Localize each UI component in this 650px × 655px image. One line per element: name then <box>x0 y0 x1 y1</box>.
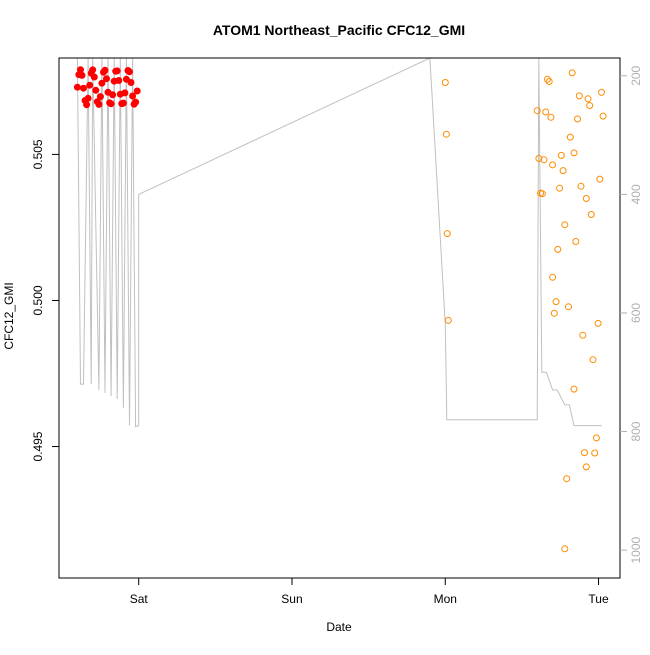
data-point <box>98 79 106 87</box>
data-point <box>559 167 567 175</box>
data-point <box>581 449 588 457</box>
y-axis-label: CFC12_GMI <box>2 282 16 349</box>
data-point <box>73 83 81 91</box>
x-axis-label: Date <box>326 620 352 634</box>
data-point <box>113 67 121 75</box>
data-point <box>89 66 97 74</box>
data-point <box>577 182 585 190</box>
y-tick-label: 0.495 <box>31 431 45 461</box>
data-point <box>84 94 92 102</box>
data-point <box>552 298 560 306</box>
data-point <box>115 77 123 84</box>
data-point <box>579 331 587 339</box>
plot-layer: Sat Sun Mon Tue 0.495 0.500 0.505 200 400 600 800 1… <box>31 57 643 606</box>
data-point <box>86 81 94 89</box>
data-point <box>80 84 87 92</box>
data-point <box>575 92 583 100</box>
data-point <box>570 385 578 393</box>
data-point <box>550 309 558 317</box>
data-point <box>556 184 564 192</box>
pressure-line <box>76 58 602 428</box>
data-point <box>109 91 117 99</box>
data-point <box>591 449 599 457</box>
data-point <box>586 102 594 109</box>
data-point <box>598 88 605 96</box>
data-point <box>561 221 569 229</box>
data-point <box>566 133 574 141</box>
y-tick-label: 0.500 <box>31 285 45 315</box>
data-point <box>582 195 590 202</box>
data-point <box>599 112 607 120</box>
data-point <box>549 273 557 281</box>
x-tick-label: Tue <box>588 592 609 606</box>
y2-tick-label: 1000 <box>629 536 643 563</box>
data-point <box>554 245 562 253</box>
data-point <box>533 107 541 115</box>
data-point <box>561 545 569 553</box>
data-point <box>589 356 597 364</box>
plot-frame <box>58 57 621 579</box>
data-point <box>441 79 449 86</box>
data-point <box>133 87 141 95</box>
data-point <box>584 95 592 103</box>
data-point <box>572 238 580 245</box>
data-point <box>103 75 110 83</box>
data-point <box>538 190 546 198</box>
data-point <box>596 175 604 183</box>
data-point <box>95 100 103 108</box>
x-tick-label: Sat <box>130 592 149 606</box>
data-point <box>568 69 576 77</box>
y2-tick-label: 600 <box>629 303 643 323</box>
data-point <box>574 115 581 123</box>
y-tick-label: 0.505 <box>31 139 45 169</box>
data-point <box>587 211 595 218</box>
data-point <box>547 113 555 121</box>
data-point <box>132 98 140 106</box>
data-point <box>77 66 84 74</box>
data-point <box>545 78 553 85</box>
data-point <box>444 316 452 324</box>
data-point <box>542 108 550 116</box>
data-point <box>540 156 548 164</box>
data-point <box>535 154 543 162</box>
data-point <box>126 68 133 76</box>
data-point <box>78 71 86 79</box>
data-point <box>443 230 451 238</box>
data-point <box>107 100 115 108</box>
data-point <box>557 151 565 159</box>
data-point <box>122 75 130 83</box>
data-point <box>594 319 602 327</box>
data-point <box>549 161 557 169</box>
data-point <box>592 434 600 442</box>
y2-tick-label: 200 <box>629 65 643 85</box>
data-point <box>127 79 135 86</box>
x-tick-label: Mon <box>434 592 457 606</box>
y2-tick-label: 400 <box>629 184 643 204</box>
x-tick-label: Sun <box>281 592 302 606</box>
data-point <box>565 303 572 311</box>
data-point <box>543 75 551 83</box>
data-point <box>129 92 137 100</box>
data-point <box>570 149 578 157</box>
data-point <box>121 89 129 97</box>
data-point <box>582 463 590 471</box>
data-point <box>96 93 104 101</box>
data-point <box>101 66 109 74</box>
data-point <box>119 99 127 107</box>
chart-title: ATOM1 Northeast_Pacific CFC12_GMI <box>213 22 465 38</box>
data-point <box>92 86 100 94</box>
data-point <box>442 130 450 138</box>
y2-tick-label: 800 <box>629 421 643 441</box>
data-point <box>83 101 91 109</box>
data-point <box>90 73 98 81</box>
data-point <box>563 475 571 483</box>
